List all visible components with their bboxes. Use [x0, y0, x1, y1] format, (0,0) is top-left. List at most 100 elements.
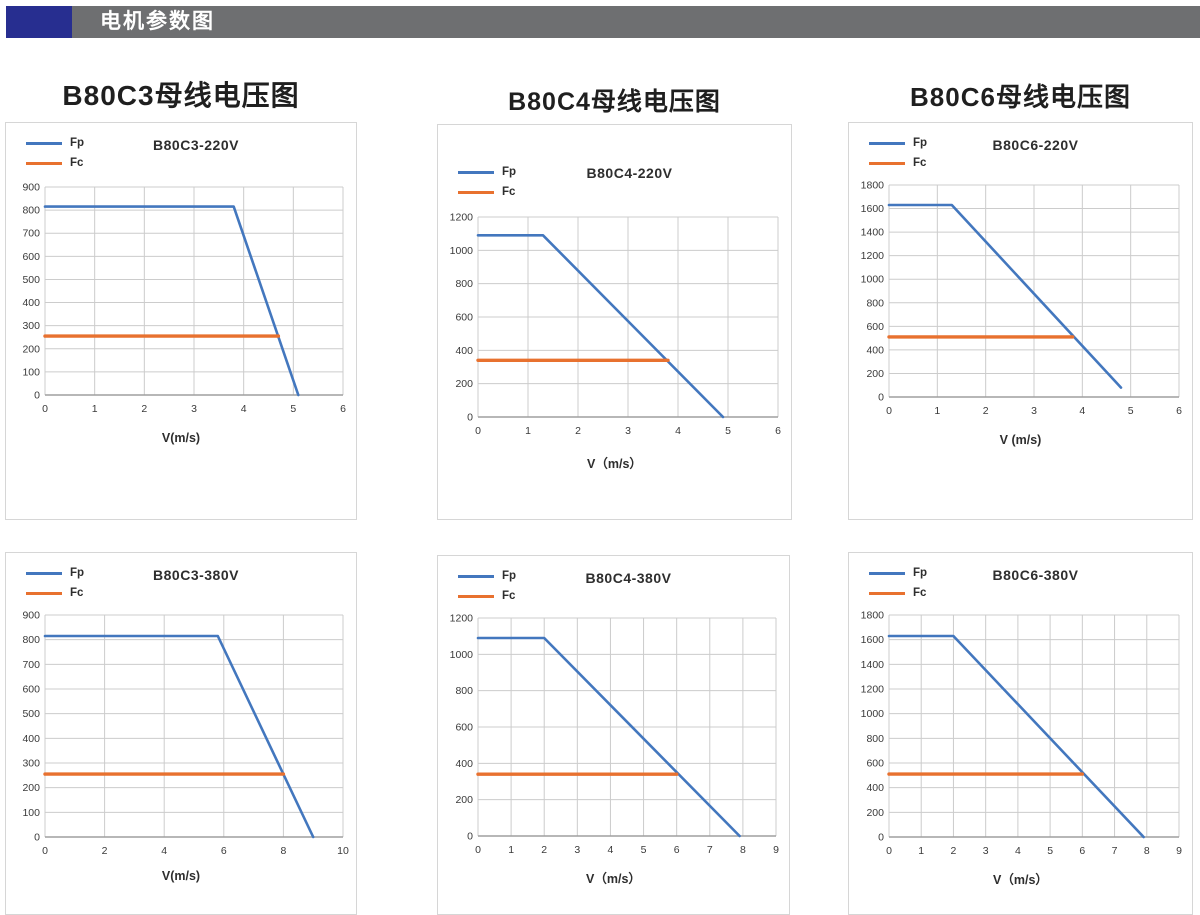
legend-label-fp: Fp [502, 166, 517, 178]
fc-line-swatch-icon [458, 190, 494, 194]
chart-legend: Fp Fc [869, 136, 927, 176]
x-axis-title: V (m/s) [999, 433, 1042, 447]
legend-item-fc: Fc [458, 589, 516, 603]
svg-text:0: 0 [475, 425, 481, 437]
svg-text:0: 0 [34, 390, 40, 402]
legend-item-fp: Fp [458, 569, 516, 583]
fc-line-swatch-icon [26, 161, 62, 165]
svg-text:900: 900 [22, 610, 40, 622]
legend-item-fc: Fc [26, 156, 84, 170]
chart-panel-b80c6-380v: Fp Fc B80C6-380V 0 200 400 600 800 1000 1200 14… [848, 552, 1193, 915]
svg-text:0: 0 [475, 844, 481, 856]
header-accent-block [6, 6, 72, 38]
svg-text:200: 200 [22, 782, 40, 794]
svg-text:400: 400 [866, 344, 884, 356]
svg-text:8: 8 [1143, 845, 1149, 857]
fp-line-swatch-icon [458, 574, 494, 578]
legend-item-fc: Fc [869, 586, 927, 600]
svg-text:300: 300 [22, 320, 40, 332]
legend-label-fc: Fc [70, 587, 84, 599]
svg-text:1: 1 [934, 405, 940, 417]
svg-text:800: 800 [22, 634, 40, 646]
svg-text:0: 0 [878, 392, 884, 404]
svg-text:3: 3 [574, 844, 580, 856]
svg-text:600: 600 [22, 251, 40, 263]
svg-text:500: 500 [22, 274, 40, 286]
legend-item-fc: Fc [869, 156, 927, 170]
fp-line-swatch-icon [869, 571, 905, 575]
fc-line-swatch-icon [26, 591, 62, 595]
chart-title: B80C6-380V [992, 567, 1079, 583]
svg-text:2: 2 [102, 845, 108, 857]
x-axis-title: V(m/s) [161, 431, 201, 445]
svg-text:6: 6 [775, 425, 781, 437]
svg-text:900: 900 [22, 182, 40, 194]
x-axis-title: V(m/s) [161, 869, 201, 883]
svg-text:200: 200 [866, 368, 884, 380]
svg-text:0: 0 [886, 845, 892, 857]
svg-text:1: 1 [92, 403, 98, 415]
svg-text:1000: 1000 [860, 708, 884, 720]
svg-text:2: 2 [950, 845, 956, 857]
svg-text:800: 800 [22, 205, 40, 217]
chart-header: Fp Fc B80C4-380V [438, 556, 789, 612]
svg-text:3: 3 [982, 845, 988, 857]
chart-header: Fp Fc B80C3-220V [6, 123, 356, 181]
svg-text:1000: 1000 [449, 245, 473, 257]
svg-text:400: 400 [22, 733, 40, 745]
chart-header: Fp Fc B80C3-380V [6, 553, 356, 609]
legend-item-fc: Fc [458, 185, 516, 199]
chart-header: Fp Fc B80C6-380V [849, 553, 1192, 609]
svg-text:400: 400 [22, 297, 40, 309]
svg-text:1: 1 [918, 845, 924, 857]
svg-text:700: 700 [22, 228, 40, 240]
svg-text:8: 8 [280, 845, 286, 857]
svg-text:0: 0 [42, 845, 48, 857]
svg-text:1200: 1200 [449, 212, 473, 224]
chart-panel-b80c3-380v: Fp Fc B80C3-380V 0 100 200 300 400 500 600 700 8… [5, 552, 357, 915]
svg-text:1200: 1200 [860, 250, 884, 262]
chart-plot-area: 0 200 400 600 800 1000 1200 1400 1600 1800 0 1 2 3 4 5 6… [860, 610, 1182, 858]
svg-text:4: 4 [607, 844, 613, 856]
legend-item-fp: Fp [458, 165, 516, 179]
svg-text:9: 9 [773, 844, 779, 856]
svg-text:400: 400 [455, 345, 473, 357]
svg-text:1800: 1800 [860, 180, 884, 192]
svg-text:4: 4 [675, 425, 681, 437]
svg-text:6: 6 [1176, 405, 1182, 417]
legend-label-fc: Fc [913, 157, 927, 169]
section-title-b80c3: B80C3母线电压图 [62, 80, 300, 111]
svg-text:800: 800 [866, 297, 884, 309]
chart-legend: Fp Fc [26, 566, 84, 606]
svg-text:2: 2 [141, 403, 147, 415]
svg-text:600: 600 [455, 312, 473, 324]
svg-text:1400: 1400 [860, 659, 884, 671]
svg-text:800: 800 [866, 733, 884, 745]
svg-text:200: 200 [22, 343, 40, 355]
svg-text:200: 200 [455, 378, 473, 390]
svg-text:200: 200 [866, 807, 884, 819]
svg-text:800: 800 [455, 278, 473, 290]
svg-text:9: 9 [1176, 845, 1182, 857]
chart-title: B80C3-380V [153, 567, 239, 583]
svg-text:8: 8 [739, 844, 745, 856]
svg-text:0: 0 [886, 405, 892, 417]
svg-text:600: 600 [455, 722, 473, 734]
fc-line-swatch-icon [458, 594, 494, 598]
x-axis-title: V（m/s） [586, 872, 641, 886]
section-title-b80c6: B80C6母线电压图 [910, 82, 1131, 112]
svg-text:700: 700 [22, 659, 40, 671]
header-bar: 电机参数图 [72, 6, 1200, 38]
fp-line-swatch-icon [458, 170, 494, 174]
legend-label-fp: Fp [913, 137, 928, 149]
fp-line-swatch-icon [26, 141, 62, 145]
legend-item-fp: Fp [26, 566, 84, 580]
fp-line-swatch-icon [26, 571, 62, 575]
svg-text:6: 6 [673, 844, 679, 856]
svg-text:100: 100 [22, 807, 40, 819]
chart-plot-area: 0 200 400 600 800 1000 1200 0 1 2 3 4 5 6 7 8 9 [449, 613, 779, 857]
svg-text:2: 2 [982, 405, 988, 417]
legend-label-fc: Fc [70, 157, 84, 169]
fc-line-swatch-icon [869, 591, 905, 595]
chart-legend: Fp Fc [26, 136, 84, 176]
